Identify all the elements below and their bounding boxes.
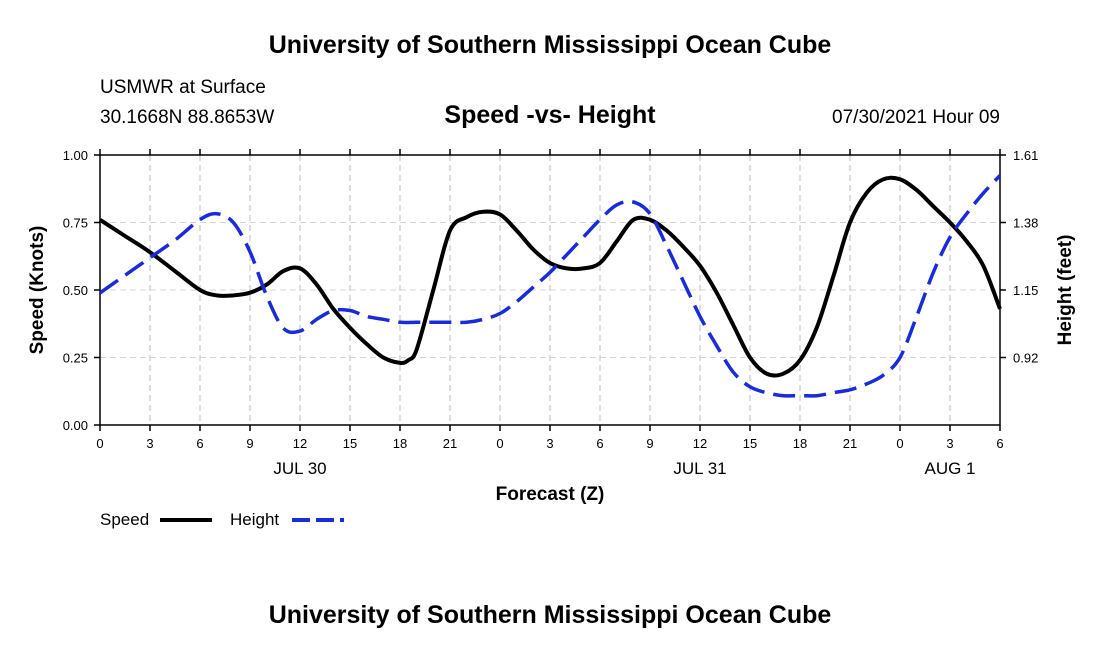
date-label: JUL 31	[673, 459, 726, 478]
y2-tick-label: 1.61	[1013, 148, 1038, 163]
legend-height-label: Height	[230, 510, 279, 529]
date-label: JUL 30	[273, 459, 326, 478]
x-tick-label: 12	[693, 436, 707, 451]
x-tick-label: 21	[843, 436, 857, 451]
x-tick-label: 18	[393, 436, 407, 451]
bottom-title: University of Southern Mississippi Ocean…	[268, 601, 832, 629]
x-tick-label: 3	[146, 436, 153, 451]
y2-tick-label: 1.15	[1013, 283, 1038, 298]
x-tick-label: 6	[596, 436, 603, 451]
x-tick-label: 21	[443, 436, 457, 451]
x-tick-label: 3	[946, 436, 953, 451]
x-tick-label: 18	[793, 436, 807, 451]
legend-speed-label: Speed	[100, 510, 149, 529]
chart-subtitle: Speed -vs- Height	[444, 101, 656, 129]
x-tick-label: 0	[496, 436, 503, 451]
top-title: University of Southern Mississippi Ocean…	[268, 31, 832, 59]
x-tick-label: 15	[743, 436, 757, 451]
x-tick-label: 9	[646, 436, 653, 451]
x-tick-label: 6	[196, 436, 203, 451]
x-tick-label: 0	[96, 436, 103, 451]
datetime-label: 07/30/2021 Hour 09	[832, 107, 1000, 128]
y-tick-label: 0.75	[63, 216, 88, 231]
x-tick-label: 3	[546, 436, 553, 451]
y2-axis-label: Height (feet)	[1055, 235, 1076, 346]
legend: Speed Height	[100, 510, 344, 529]
y-tick-label: 0.00	[63, 418, 88, 433]
coordinates-label: 30.1668N 88.8653W	[100, 107, 275, 128]
y-tick-label: 1.00	[63, 148, 88, 163]
x-tick-label: 6	[996, 436, 1003, 451]
x-tick-label: 12	[293, 436, 307, 451]
x-tick-label: 9	[246, 436, 253, 451]
x-tick-label: 15	[343, 436, 357, 451]
axis-ticks: 0 3 6 9 12 15 18 21 0 3 6 9 12 15 18 21 0 3 6 0.00 0.25 0.50 0…	[63, 148, 1039, 478]
x-tick-label: 0	[896, 436, 903, 451]
y-tick-label: 0.25	[63, 351, 88, 366]
y2-tick-label: 1.38	[1013, 216, 1038, 231]
y2-tick-label: 0.92	[1013, 351, 1038, 366]
y-axis-label: Speed (Knots)	[27, 226, 48, 355]
series	[98, 174, 1002, 398]
height-line	[99, 174, 1002, 398]
x-axis-label: Forecast (Z)	[496, 484, 605, 505]
speed-line	[98, 175, 1002, 378]
station-label: USMWR at Surface	[100, 77, 266, 98]
date-label: AUG 1	[924, 459, 975, 478]
y-tick-label: 0.50	[63, 283, 88, 298]
